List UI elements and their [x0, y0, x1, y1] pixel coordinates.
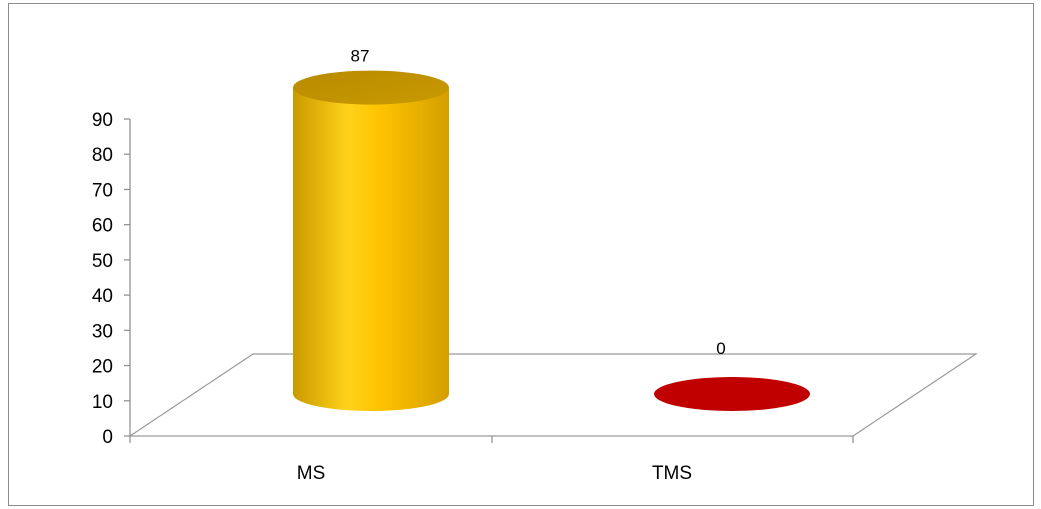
- y-tick-label: 10: [92, 392, 113, 413]
- data-label-ms: 87: [351, 47, 370, 66]
- y-tick-label: 30: [92, 321, 113, 342]
- bar-tms: [654, 377, 810, 411]
- bar-top-ms: [293, 70, 449, 105]
- y-tick-label: 70: [92, 180, 113, 201]
- chart-floor: [128, 353, 978, 437]
- y-tick-label: 80: [92, 145, 113, 166]
- chart-frame: [8, 3, 1034, 506]
- category-label-tms: TMS: [652, 463, 692, 484]
- y-tick-label: 60: [92, 216, 113, 237]
- category-label-ms: MS: [297, 463, 326, 484]
- y-tick-label: 50: [92, 251, 113, 272]
- data-label-tms: 0: [716, 339, 725, 358]
- bar-ms: [293, 87, 449, 411]
- y-tick-label: 0: [102, 427, 113, 448]
- y-tick-label: 90: [92, 110, 113, 131]
- y-tick-label: 40: [92, 286, 113, 307]
- y-tick-label: 20: [92, 357, 113, 378]
